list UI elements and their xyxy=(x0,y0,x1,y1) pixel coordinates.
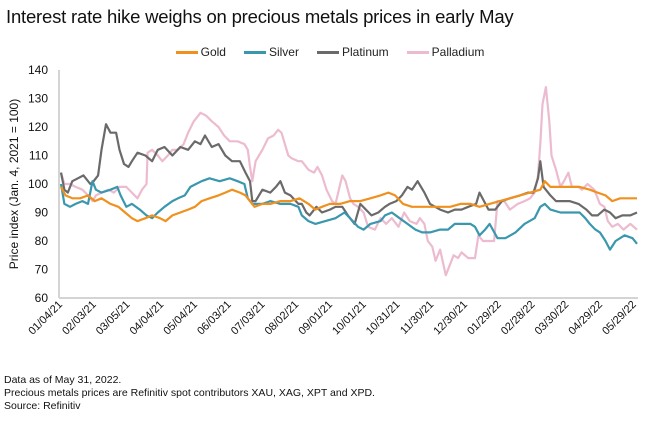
chart-title: Interest rate hike weighs on precious me… xyxy=(6,6,514,27)
x-tick-label: 02/28/22 xyxy=(499,299,538,338)
x-tick-label: 06/03/21 xyxy=(195,299,234,338)
y-tick-label: 100 xyxy=(28,177,48,191)
y-tick-label: 60 xyxy=(35,291,49,305)
x-tick-label: 03/05/21 xyxy=(94,299,133,338)
y-tick-label: 70 xyxy=(35,263,49,277)
x-tick-label: 10/01/21 xyxy=(330,299,369,338)
x-tick-label: 12/30/21 xyxy=(431,299,470,338)
legend-item-silver: Silver xyxy=(243,45,299,59)
series-line-silver xyxy=(59,177,638,251)
y-tick-label: 90 xyxy=(35,206,49,220)
series-line-platinum xyxy=(59,123,638,225)
x-tick-label: 08/02/21 xyxy=(263,299,302,338)
y-tick-label: 80 xyxy=(35,234,49,248)
x-tick-label: 11/30/21 xyxy=(398,299,436,337)
footnotes: Data as of May 31, 2022. Precious metals… xyxy=(4,374,375,413)
x-tick-label: 04/29/22 xyxy=(566,299,605,338)
x-tick-label: 01/29/22 xyxy=(465,299,504,338)
legend-swatch-silver xyxy=(243,50,266,54)
x-tick-label: 04/04/21 xyxy=(128,299,167,338)
legend-label-platinum: Platinum xyxy=(341,45,389,59)
y-tick-label: 140 xyxy=(28,63,48,77)
legend-swatch-palladium xyxy=(406,50,429,54)
footnote-description: Precious metals prices are Refinitiv spo… xyxy=(4,387,375,399)
line-chart: 60 70 80 90 100 110 120 130 140 Price index (Jan… xyxy=(7,63,639,338)
series-lines xyxy=(59,86,638,277)
footnote-data-date: Data as of May 31, 2022. xyxy=(4,374,122,386)
x-tick-label: 09/01/21 xyxy=(296,299,335,338)
legend-item-platinum: Platinum xyxy=(316,45,389,59)
x-tick-label: 07/03/21 xyxy=(229,299,268,338)
chart-legend: Gold Silver Platinum Palladium xyxy=(0,45,660,59)
legend-swatch-platinum xyxy=(316,50,339,54)
series-line-gold xyxy=(60,180,637,223)
x-tick-label: 10/31/21 xyxy=(364,299,403,338)
x-tick-label: 05/04/21 xyxy=(161,299,200,338)
legend-item-palladium: Palladium xyxy=(406,45,485,59)
x-tick-label: 05/29/22 xyxy=(600,299,639,338)
legend-label-silver: Silver xyxy=(268,45,299,59)
x-axis-ticks: 01/04/2102/03/2103/05/2104/04/2105/04/21… xyxy=(26,299,639,338)
y-tick-label: 120 xyxy=(28,120,48,134)
y-tick-label: 110 xyxy=(29,149,48,163)
legend-item-gold: Gold xyxy=(175,45,226,59)
legend-swatch-gold xyxy=(175,50,198,54)
footnote-source: Source: Refinitiv xyxy=(4,400,81,412)
legend-label-gold: Gold xyxy=(200,45,226,59)
y-axis-ticks: 60 70 80 90 100 110 120 130 140 xyxy=(28,63,48,305)
x-tick-label: 03/30/22 xyxy=(533,299,572,338)
x-tick-label: 02/03/21 xyxy=(60,299,99,338)
legend-label-palladium: Palladium xyxy=(431,45,485,59)
y-axis-label: Price index (Jan. 4, 2021 = 100) xyxy=(7,99,21,269)
y-tick-label: 130 xyxy=(28,92,48,106)
series-line-palladium xyxy=(59,86,638,277)
axes xyxy=(58,70,638,299)
